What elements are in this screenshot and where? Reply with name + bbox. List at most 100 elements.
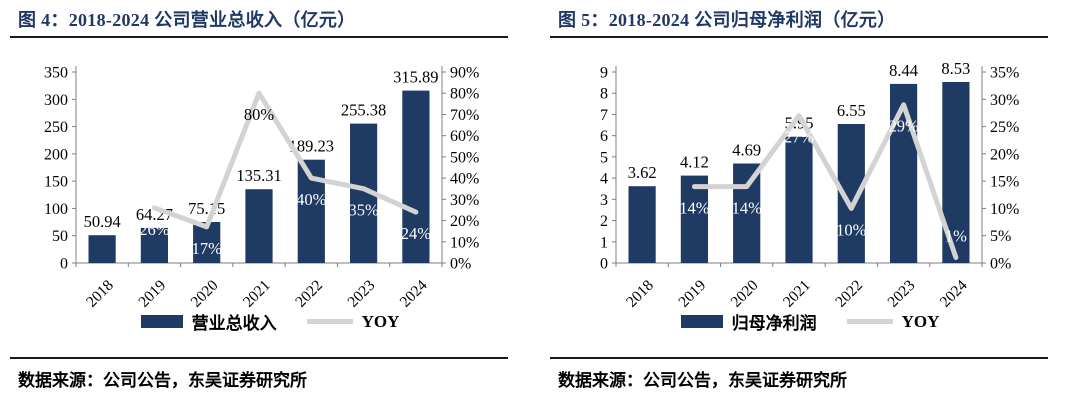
x-category-label: 2022 (292, 277, 326, 311)
legend-item: YOY (306, 311, 400, 332)
bar-value-label: 4.69 (732, 141, 761, 160)
x-category-label: 2023 (344, 277, 378, 311)
bar (785, 136, 813, 263)
left-axis-tick-label: 200 (44, 146, 68, 163)
yoy-value-label: 14% (679, 199, 710, 218)
right-axis-tick-label: 30% (450, 192, 479, 209)
x-category-label: 2019 (135, 277, 169, 311)
net-profit-chart-legend: 归母净利润 YOY (540, 309, 1080, 334)
bar (628, 186, 656, 263)
right-axis-tick-label: 15% (990, 174, 1019, 191)
left-axis-tick-label: 4 (600, 171, 608, 188)
x-category-label: 2023 (884, 277, 918, 311)
legend-item: YOY (846, 311, 940, 332)
right-axis-tick-label: 20% (450, 213, 479, 230)
x-category-label: 2020 (188, 277, 222, 311)
legend-label: YOY (901, 311, 940, 331)
left-axis-tick-label: 300 (44, 92, 68, 109)
bar (680, 175, 708, 263)
bar-value-label: 8.53 (941, 59, 970, 78)
right-axis-tick-label: 0% (450, 256, 471, 273)
bar (733, 163, 761, 263)
footer-divider (550, 357, 1048, 359)
right-axis-tick-label: 10% (450, 234, 479, 251)
legend-bar-swatch (680, 315, 723, 328)
right-axis-tick-label: 30% (990, 92, 1019, 109)
yoy-value-label: 14% (732, 199, 763, 218)
bar-value-label: 6.55 (837, 101, 866, 120)
yoy-value-label: 1% (945, 227, 967, 246)
bar-value-label: 315.89 (393, 68, 438, 87)
left-axis-tick-label: 3 (600, 192, 608, 209)
bar (890, 83, 918, 264)
x-category-label: 2018 (623, 277, 657, 311)
legend-line-swatch (846, 319, 893, 324)
bar-value-label: 50.94 (84, 212, 121, 231)
left-axis-tick-label: 6 (600, 128, 608, 145)
yoy-value-label: 35% (348, 201, 379, 220)
right-axis-tick-label: 70% (450, 107, 479, 124)
data-source-note: 数据来源：公司公告，东吴证券研究所 (558, 371, 847, 390)
x-category-label: 2021 (240, 277, 274, 311)
left-axis-tick-label: 0 (600, 256, 608, 273)
left-axis-tick-label: 7 (600, 107, 608, 124)
legend-bar-swatch (140, 315, 183, 328)
x-category-label: 2018 (83, 277, 117, 311)
right-axis-tick-label: 0% (990, 256, 1011, 273)
chart-title-net-profit: 图 5：2018-2024 公司归母净利润（亿元） (558, 10, 896, 30)
left-axis-tick-label: 350 (44, 65, 68, 82)
yoy-value-label: 80% (244, 105, 275, 124)
x-category-label: 2024 (397, 277, 431, 311)
legend-label: 归母净利润 (731, 314, 817, 333)
right-axis-tick-label: 20% (990, 146, 1019, 163)
yoy-value-label: 40% (296, 190, 327, 209)
legend-label: YOY (361, 311, 400, 331)
bar (402, 90, 430, 263)
left-axis-tick-label: 0 (60, 256, 68, 273)
bar (88, 235, 116, 263)
net-profit-chart-panel: 图 5：2018-2024 公司归母净利润（亿元） 0 1 2 3 4 5 6 7 8 9 0% 5%… (540, 0, 1080, 411)
legend-label: 营业总收入 (191, 314, 277, 333)
legend-item: 营业总收入 (140, 309, 277, 334)
yoy-line (151, 90, 419, 230)
yoy-value-label: 24% (401, 224, 432, 243)
revenue-chart-legend: 营业总收入 YOY (0, 309, 540, 334)
left-axis-tick-label: 150 (44, 174, 68, 191)
right-axis-tick-label: 10% (990, 201, 1019, 218)
bar-value-label: 3.62 (628, 163, 657, 182)
legend-line-swatch (306, 319, 353, 324)
right-axis-tick-label: 35% (990, 65, 1019, 82)
chart-title-revenue: 图 4：2018-2024 公司营业总收入（亿元） (18, 10, 356, 30)
bar-value-label: 75.15 (188, 199, 225, 218)
bar-value-label: 8.44 (889, 61, 918, 80)
footer-divider (10, 357, 508, 359)
data-source-note: 数据来源：公司公告，东吴证券研究所 (18, 371, 307, 390)
bar-value-label: 189.23 (289, 137, 334, 156)
x-category-label: 2022 (832, 277, 866, 311)
right-axis-tick-label: 80% (450, 86, 479, 103)
revenue-chart-panel: 图 4：2018-2024 公司营业总收入（亿元） 0 50 100 150 200 25… (0, 10, 540, 390)
right-axis-tick-label: 60% (450, 128, 479, 145)
left-axis-tick-label: 1 (600, 234, 608, 251)
title-divider (10, 36, 508, 38)
yoy-value-label: 17% (192, 239, 223, 258)
bar (140, 227, 168, 263)
left-axis-tick-label: 8 (600, 86, 608, 103)
left-axis-tick-label: 100 (44, 201, 68, 218)
x-category-label: 2024 (937, 277, 971, 311)
left-axis-tick-label: 2 (600, 213, 608, 230)
bar (245, 189, 273, 263)
x-category-label: 2021 (780, 277, 814, 311)
net-profit-chart: 0 1 2 3 4 5 6 7 8 9 0% 5% 10% 15% 20% 25% 30% 35% 3.62 4.12… (600, 59, 1019, 311)
yoy-value-label: 27% (784, 128, 815, 147)
left-axis-tick-label: 250 (44, 119, 68, 136)
revenue-chart: 0 50 100 150 200 250 300 350 0% 10% 20% 30% 40% 50% 60… (44, 65, 479, 311)
bar-value-label: 255.38 (341, 101, 386, 120)
left-axis-tick-label: 5 (600, 149, 608, 166)
yoy-value-label: 26% (139, 220, 170, 239)
bar-value-label: 4.12 (680, 153, 709, 172)
right-axis-tick-label: 5% (990, 228, 1011, 245)
right-axis-tick-label: 90% (450, 65, 479, 82)
left-axis-tick-label: 50 (52, 228, 68, 245)
